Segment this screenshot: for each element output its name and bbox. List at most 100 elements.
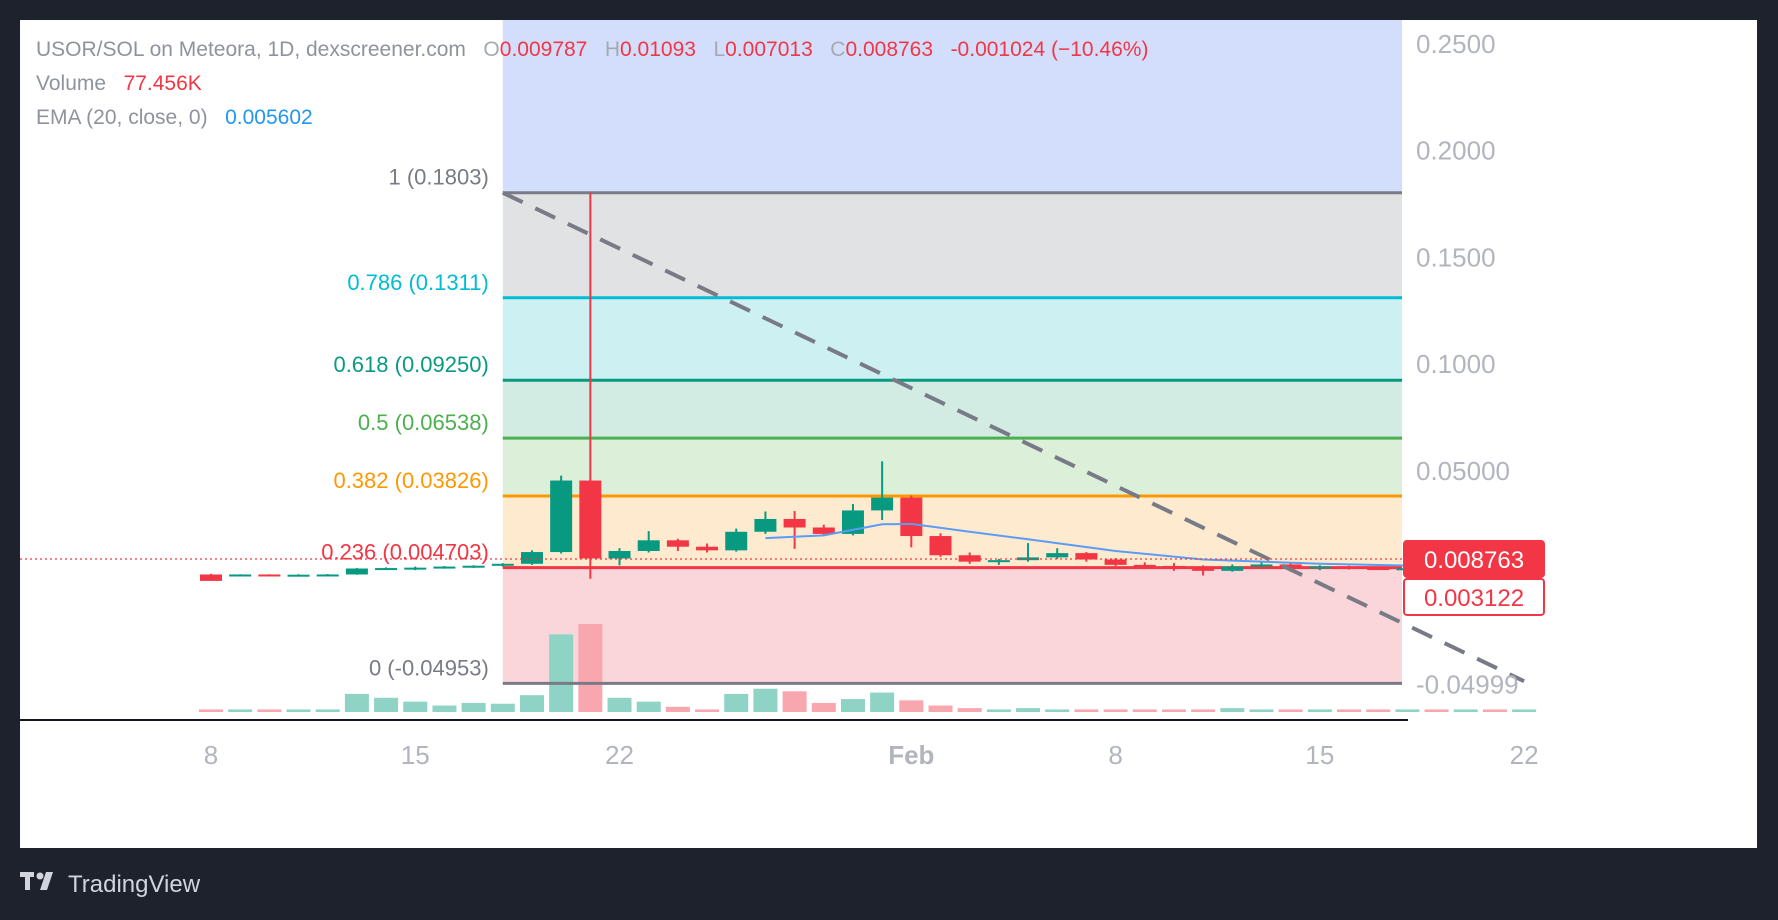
fib-label-1: 1 (0.1803) [389, 165, 489, 190]
volume-bar [1161, 709, 1186, 712]
volume-bar [228, 709, 253, 712]
legend-ema-label: EMA (20, close, 0) [36, 106, 208, 129]
y-tick-label: -0.04999 [1416, 669, 1519, 699]
volume-bar [199, 709, 223, 712]
candle-body[interactable] [462, 565, 485, 568]
candle-body[interactable] [1017, 557, 1040, 561]
candle-body[interactable] [900, 497, 923, 537]
legend-volume[interactable]: Volume 77.456K [36, 72, 202, 96]
volume-bar [607, 697, 632, 712]
candle-body[interactable] [1104, 559, 1127, 565]
candle-body[interactable] [1221, 566, 1244, 571]
price-tag-label: 0.003122 [1424, 585, 1524, 612]
trend-line[interactable] [501, 190, 1525, 684]
candle-body[interactable] [550, 480, 573, 553]
candle-body[interactable] [1279, 564, 1302, 569]
volume-bar [403, 701, 428, 712]
candle-body[interactable] [871, 497, 894, 511]
candle-body[interactable] [958, 555, 981, 562]
legend-ema[interactable]: EMA (20, close, 0) 0.005602 [36, 106, 313, 130]
legend-open-label: O [483, 38, 500, 61]
volume-bar [870, 692, 895, 712]
volume-bar [1482, 709, 1507, 712]
candle-body[interactable] [783, 518, 806, 528]
legend-volume-label: Volume [36, 72, 107, 95]
chart-canvas[interactable]: 1 (0.1803) 0.786 (0.1311) 0.618 (0.09250) 0… [20, 20, 1757, 848]
brand[interactable]: TradingView [20, 870, 200, 899]
candle-body[interactable] [433, 566, 456, 569]
volume-bar [724, 693, 749, 712]
volume-bar [490, 703, 515, 712]
candle-body[interactable] [1133, 564, 1156, 567]
fib-label-0.5: 0.5 (0.06538) [358, 410, 489, 435]
candle-body[interactable] [608, 550, 631, 559]
fib-zone-0.618 [502, 380, 1402, 439]
candle-body[interactable] [725, 531, 748, 551]
tradingview-logo-icon [20, 870, 60, 899]
price-tag-secondary[interactable] [1403, 577, 1545, 616]
candle-body[interactable] [1250, 564, 1273, 567]
candle-body[interactable] [579, 480, 602, 559]
legend-low-label: L [713, 38, 726, 61]
volume-bar [1103, 709, 1128, 712]
volume-bar [811, 702, 836, 712]
candle-body[interactable] [316, 574, 339, 577]
candle-body[interactable] [200, 574, 222, 581]
candle-body[interactable] [754, 518, 777, 532]
candle-body[interactable] [1367, 568, 1390, 571]
candle-body[interactable] [1046, 553, 1069, 558]
fib-zone-0.5 [502, 438, 1402, 496]
candle-body[interactable] [666, 540, 689, 547]
candle-body[interactable] [812, 527, 835, 534]
y-tick-label: 0.2000 [1416, 136, 1496, 166]
fib-zone-0.382 [502, 495, 1402, 568]
legend-symbol[interactable]: USOR/SOL on Meteora, 1D, dexscreener.com [36, 38, 466, 61]
legend-ema-value: 0.005602 [225, 106, 313, 129]
fib-label-0.382: 0.382 (0.03826) [333, 468, 488, 493]
price-tag-last[interactable] [1403, 539, 1545, 578]
candle-body[interactable] [637, 540, 660, 551]
chart-panel[interactable]: 1 (0.1803) 0.786 (0.1311) 0.618 (0.09250) 0… [20, 20, 1757, 848]
volume-bar [782, 691, 807, 712]
x-tick-label: 8 [1108, 740, 1122, 770]
candle-body[interactable] [404, 567, 427, 570]
candle-body[interactable] [1338, 566, 1361, 569]
candle-body[interactable] [520, 552, 543, 564]
candle-body[interactable] [375, 568, 398, 571]
volume-bar [1220, 708, 1245, 712]
volume-bar [928, 705, 953, 712]
candle-body[interactable] [345, 568, 368, 575]
volume-bar [636, 701, 661, 712]
candle-body[interactable] [229, 574, 252, 577]
x-tick-label: 8 [204, 740, 218, 770]
ema-line[interactable] [765, 522, 1525, 569]
volume-bar [315, 709, 340, 712]
candle-body[interactable] [1162, 565, 1185, 568]
candle-body[interactable] [491, 563, 514, 566]
volume-bar [986, 709, 1011, 712]
volume-bar [695, 709, 720, 712]
candle-body[interactable] [696, 546, 719, 551]
fib-label-0.618: 0.618 (0.09250) [333, 352, 488, 377]
volume-bar [1424, 709, 1449, 712]
candle-body[interactable] [1192, 567, 1215, 571]
volume-bar [461, 702, 486, 712]
candle-body[interactable] [1308, 566, 1331, 569]
volume-bar [840, 699, 865, 712]
volume-bar [1337, 709, 1362, 712]
candle-body[interactable] [929, 536, 952, 556]
volume-bar [1278, 709, 1303, 712]
legend-open-value: 0.009787 [499, 38, 588, 61]
volume-bar [1016, 708, 1041, 712]
volume-bar [1395, 709, 1420, 712]
candle-body[interactable] [987, 560, 1010, 563]
candle-body[interactable] [287, 574, 310, 577]
volume-bar [753, 688, 778, 712]
volume-bar [1453, 709, 1478, 712]
volume-bar [549, 634, 574, 712]
candle-body[interactable] [1075, 553, 1098, 560]
candle-body[interactable] [258, 574, 281, 577]
x-tick-label: 15 [1305, 740, 1334, 770]
fib-zone-1 [502, 192, 1402, 298]
volume-bar [257, 709, 282, 712]
